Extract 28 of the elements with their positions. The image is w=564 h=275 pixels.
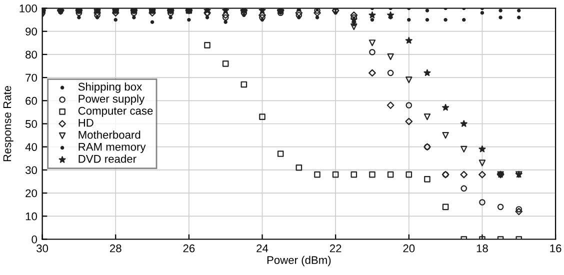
x-tick-label: 24: [256, 244, 268, 252]
legend-label: HD: [78, 118, 94, 127]
y-tick-label: 50: [26, 120, 38, 128]
x-tick-label: 30: [36, 244, 48, 252]
y-tick-label: 100: [20, 4, 38, 12]
legend-label: Computer case: [78, 106, 153, 117]
y-tick-label: 30: [26, 166, 38, 174]
y-tick-label: 90: [26, 28, 38, 36]
y-tick-label: 0: [32, 236, 38, 244]
legend-label: Motherboard: [78, 130, 140, 139]
legend-label: Shipping box: [78, 82, 142, 93]
y-tick-label: 40: [25, 143, 38, 151]
y-tick-label: 20: [26, 189, 38, 198]
x-tick-label: 22: [330, 244, 342, 252]
y-tick-label: 80: [26, 50, 38, 59]
y-axis-title: Response Rate: [3, 86, 14, 162]
x-axis-title: Power (dBm): [267, 256, 331, 266]
x-tick-label: 26: [183, 244, 195, 252]
y-tick-label: 60: [26, 96, 38, 105]
x-tick-label: 16: [550, 244, 562, 252]
y-tick-label: 70: [26, 74, 38, 82]
y-tick-label: 10: [26, 212, 38, 220]
legend-label: DVD reader: [78, 154, 136, 163]
x-tick-label: 28: [110, 244, 122, 252]
legend-label: RAM memory: [78, 143, 146, 153]
legend-label: Power supply: [78, 94, 145, 105]
x-tick-label: 20: [403, 244, 415, 252]
x-tick-label: 18: [476, 244, 488, 252]
